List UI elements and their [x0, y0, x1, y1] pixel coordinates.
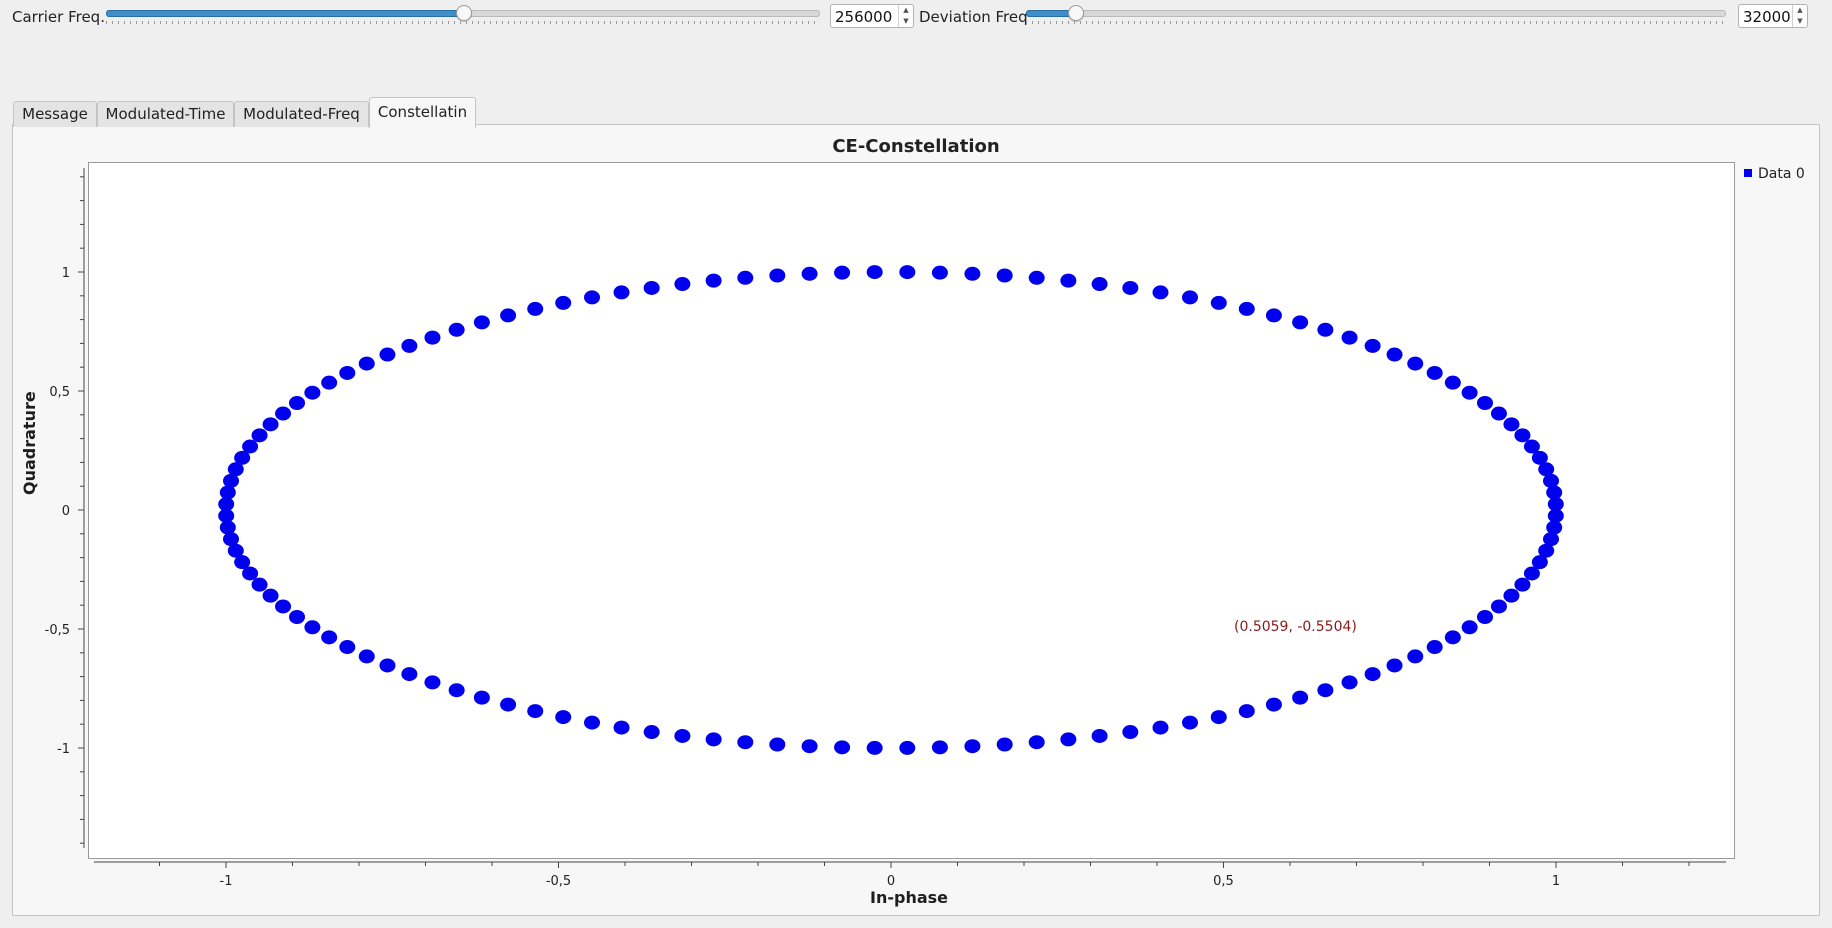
tab-message[interactable]: Message	[13, 101, 97, 127]
tab-modulated-freq[interactable]: Modulated-Freq	[234, 101, 369, 127]
carrier-freq-up-icon[interactable]: ▲	[903, 6, 909, 14]
carrier-freq-spinbox[interactable]: 256000 ▲ ▼	[830, 4, 914, 28]
legend-swatch-data-0	[1744, 169, 1752, 177]
carrier-freq-slider-handle[interactable]	[456, 5, 472, 21]
y-axis-title: Quadrature	[20, 391, 39, 495]
tab-constellatin[interactable]: Constellatin	[369, 97, 476, 128]
legend[interactable]: Data 0	[1744, 166, 1805, 182]
plot-title: CE-Constellation	[832, 136, 1000, 157]
deviation-freq-spinbox[interactable]: 32000 ▲ ▼	[1738, 4, 1808, 28]
deviation-freq-slider-ticks	[1026, 21, 1726, 24]
deviation-freq-up-icon[interactable]: ▲	[1797, 6, 1803, 14]
cursor-readout: (0.5059, -0.5504)	[1234, 619, 1357, 635]
deviation-freq-arrows[interactable]: ▲ ▼	[1792, 5, 1807, 27]
deviation-freq-slider-handle[interactable]	[1068, 5, 1084, 21]
carrier-freq-slider[interactable]	[106, 5, 820, 24]
deviation-freq-slider[interactable]	[1026, 5, 1726, 24]
carrier-freq-down-icon[interactable]: ▼	[903, 17, 909, 25]
plot-canvas[interactable]	[88, 162, 1735, 859]
deviation-freq-label: Deviation Freq	[919, 8, 1028, 26]
tab-modulated-time[interactable]: Modulated-Time	[97, 101, 234, 127]
carrier-freq-slider-fill	[106, 10, 465, 17]
deviation-freq-down-icon[interactable]: ▼	[1797, 17, 1803, 25]
carrier-freq-slider-ticks	[106, 21, 820, 24]
control-row: Carrier Freq. 256000 ▲ ▼ Deviation Freq …	[0, 0, 1832, 34]
carrier-freq-arrows[interactable]: ▲ ▼	[898, 5, 913, 27]
carrier-freq-label: Carrier Freq.	[12, 8, 105, 26]
legend-label-data-0: Data 0	[1758, 166, 1805, 182]
deviation-freq-value[interactable]: 32000	[1743, 8, 1791, 26]
x-axis-title: In-phase	[870, 888, 948, 907]
carrier-freq-value[interactable]: 256000	[835, 8, 893, 26]
